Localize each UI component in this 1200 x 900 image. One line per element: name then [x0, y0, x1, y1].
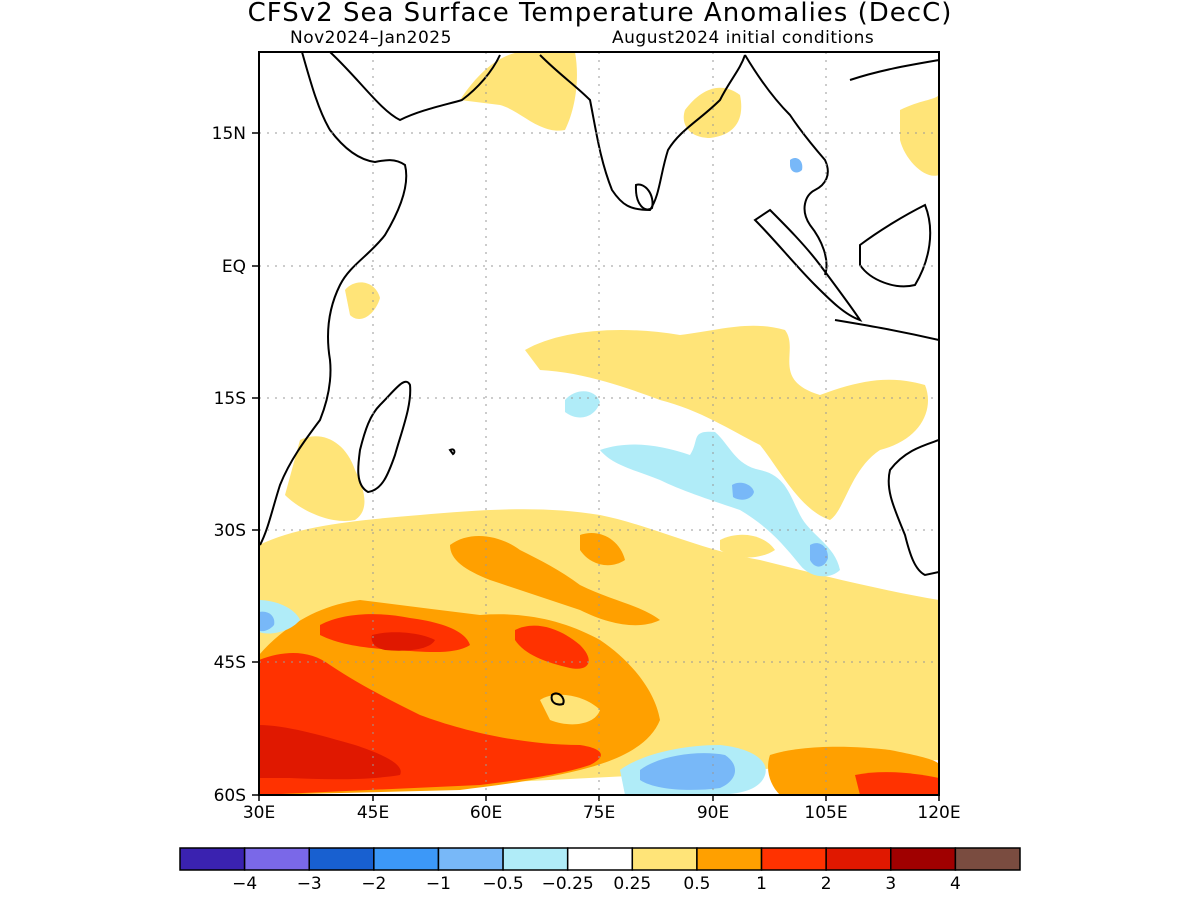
anomaly-region-weak-bay — [683, 87, 742, 138]
australia-coast — [887, 439, 939, 577]
colorbar-label: −3 — [297, 874, 322, 894]
map-area — [259, 52, 939, 795]
anomaly-region-weak-band — [525, 325, 928, 520]
java — [834, 319, 939, 341]
anomaly-region-weak-east2 — [720, 534, 775, 558]
anomaly-gap-kerguelen — [540, 694, 600, 725]
lon-label: 105E — [804, 803, 847, 823]
colorbar-swatch — [631, 847, 698, 871]
lat-label: 45S — [214, 653, 246, 673]
lat-label: 15S — [214, 389, 246, 409]
madagascar — [357, 380, 412, 494]
anomaly-region-moderate-ridge — [450, 535, 660, 626]
gridlines — [259, 52, 939, 795]
coastlines — [259, 52, 939, 706]
colorbar-swatch — [566, 847, 634, 871]
anomaly-region-moderate-mid — [580, 532, 625, 566]
colorbar-label: 3 — [885, 874, 896, 894]
indochina-coast — [849, 59, 939, 81]
arabia-coast — [329, 52, 501, 122]
lat-ticks — [252, 132, 259, 796]
anomaly-region-strong-east — [515, 625, 589, 669]
lat-labels: 15N EQ 15S 30S 45S 60S — [212, 124, 246, 806]
colorbar-label: −1 — [426, 874, 451, 894]
colorbar-label: −4 — [232, 874, 257, 894]
forecast-period: Nov2024–Jan2025 — [290, 28, 452, 48]
anomaly-region-weak-east — [900, 95, 939, 176]
lon-ticks — [258, 795, 940, 801]
sri-lanka — [634, 183, 654, 211]
lon-label: 90E — [697, 803, 729, 823]
africa-arabia-coast — [259, 52, 408, 546]
lat-label: 60S — [214, 786, 246, 806]
colorbar-label: −0.5 — [482, 874, 523, 894]
anomaly-fill — [259, 52, 939, 795]
lon-label: 75E — [583, 803, 615, 823]
lat-label: 15N — [212, 124, 246, 144]
lat-label: EQ — [222, 257, 246, 277]
lon-labels: 30E 45E 60E 75E 90E 105E 120E — [243, 803, 961, 823]
map-title: CFSv2 Sea Surface Temperature Anomalies … — [247, 0, 953, 28]
colorbar: −4 −3 −2 −1 −0.5 −0.25 0.25 0.5 1 2 3 4 — [179, 847, 1021, 894]
anomaly-region-cold-spot3 — [259, 611, 275, 632]
colorbar-swatch — [308, 847, 375, 871]
kerguelen — [550, 692, 565, 706]
initial-conditions: August2024 initial conditions — [612, 28, 875, 48]
colorbar-swatch — [890, 847, 957, 871]
lon-label: 45E — [357, 803, 389, 823]
colorbar-swatch — [502, 847, 569, 871]
anomaly-region-cold-spot2 — [810, 543, 828, 567]
lat-label: 30S — [214, 521, 246, 541]
colorbar-label: 2 — [821, 874, 832, 894]
colorbar-swatch — [243, 847, 310, 871]
mascarene — [448, 448, 456, 456]
colorbar-swatch — [825, 847, 892, 871]
colorbar-swatch — [437, 847, 504, 871]
anomaly-region-vstrong-n — [371, 632, 435, 651]
colorbar-swatch — [954, 847, 1021, 871]
colorbar-label: −2 — [361, 874, 386, 894]
colorbar-label: 0.5 — [683, 874, 710, 894]
anomaly-region-weak-eq — [345, 282, 380, 319]
anomaly-region-cold-spot4 — [790, 158, 803, 173]
lon-label: 30E — [243, 803, 275, 823]
sumatra — [753, 208, 863, 322]
colorbar-swatch — [696, 847, 763, 871]
colorbar-swatch — [179, 847, 246, 871]
colorbar-label: 0.25 — [613, 874, 651, 894]
lon-label: 60E — [470, 803, 502, 823]
colorbar-swatch — [373, 847, 440, 871]
colorbar-swatch — [760, 847, 827, 871]
anomaly-region-cold-south — [640, 753, 736, 790]
colorbar-label: −0.25 — [542, 874, 594, 894]
colorbar-label: 4 — [950, 874, 961, 894]
lon-label: 120E — [917, 803, 960, 823]
anomaly-region-cold-spot1 — [732, 482, 754, 500]
anomaly-region-weak-arabian — [460, 52, 577, 131]
anomaly-region-strong-east2 — [855, 772, 939, 795]
colorbar-label: 1 — [756, 874, 767, 894]
southeast-asia-coast — [744, 54, 829, 276]
borneo — [859, 203, 932, 288]
anomaly-region-vstrong-sw — [259, 725, 401, 780]
anomaly-region-cool-west — [565, 391, 600, 418]
anomaly-region-cool-central — [600, 431, 840, 577]
anomaly-region-weak-moz — [285, 436, 365, 521]
